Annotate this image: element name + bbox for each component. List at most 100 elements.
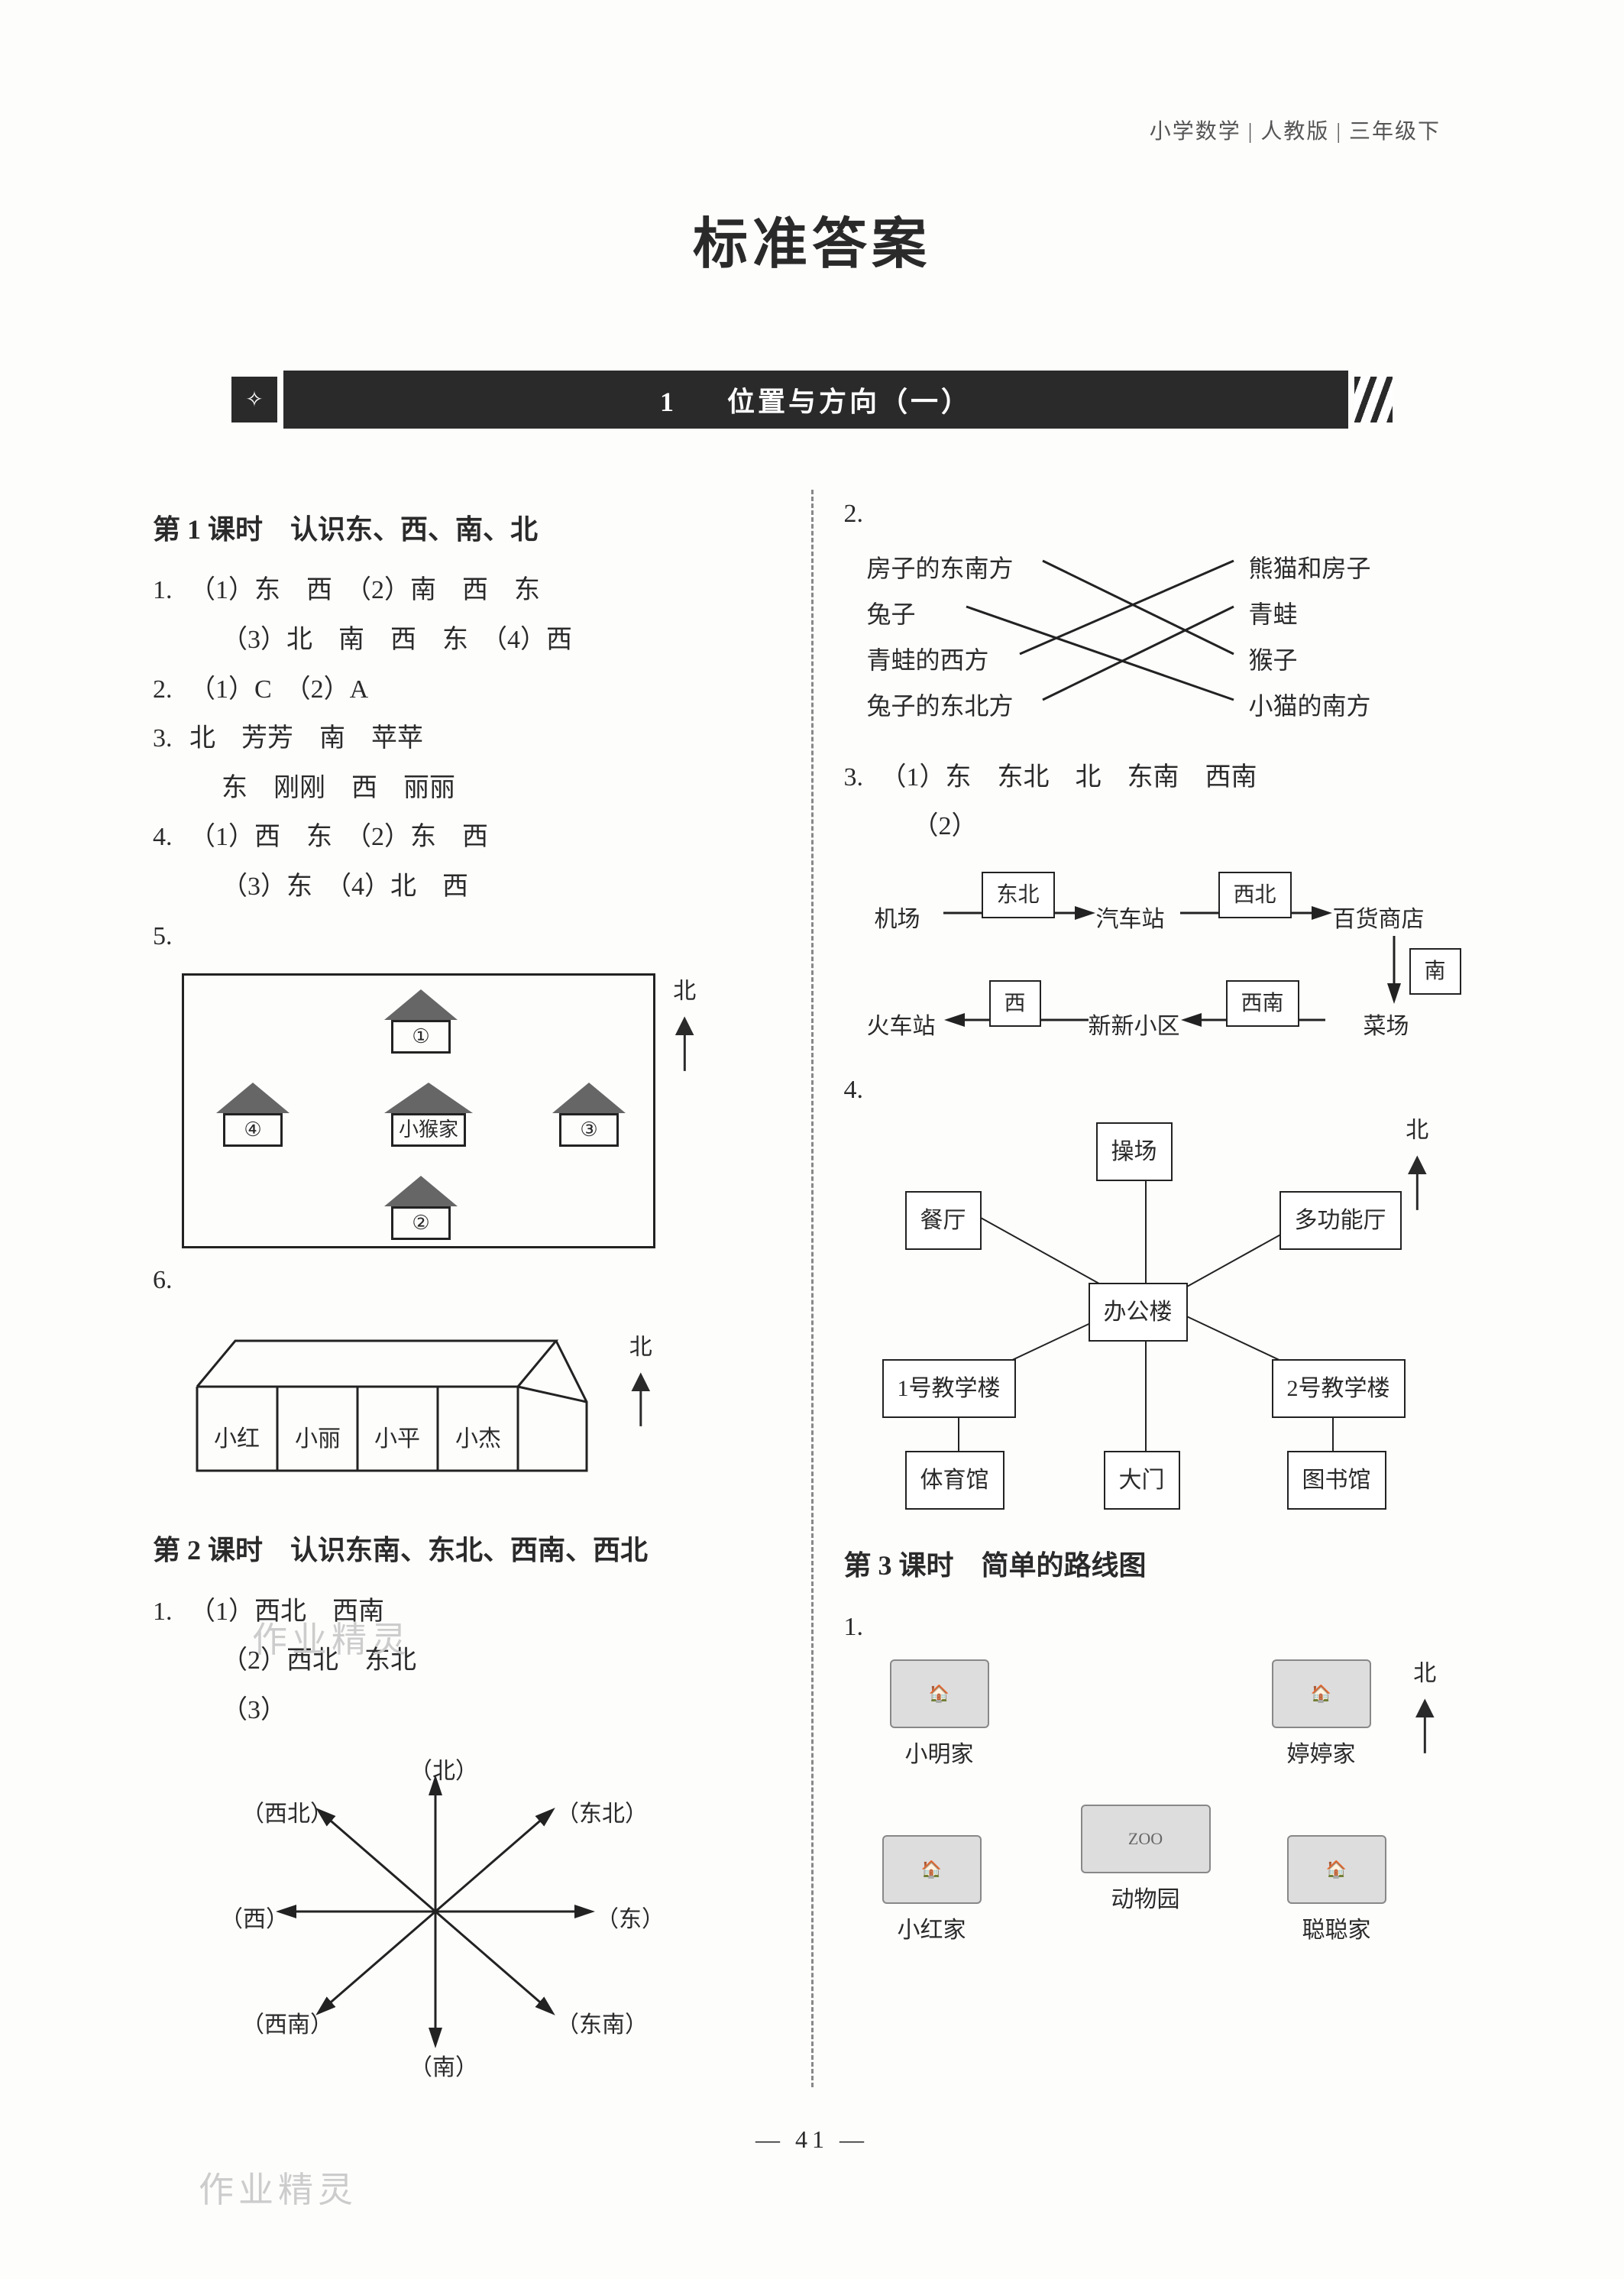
left-column: 第 1 课时 认识东、西、南、北 1.（1）东 西 （2）南 西 东 （3）北 … (153, 490, 781, 2087)
place-hong: 🏠 小红家 (882, 1835, 982, 1952)
house-icon: 🏠 (890, 1659, 989, 1728)
place-label: 聪聪家 (1287, 1908, 1386, 1952)
compass-north-icon: 北 ▲│ (668, 970, 700, 1064)
house-label: ① (391, 1020, 451, 1054)
place-cong: 🏠 聪聪家 (1287, 1835, 1386, 1952)
campus-map-diagram: 北 ▲│ 操场 餐厅 多功 (852, 1115, 1440, 1520)
match-right-2: 猴子 (1249, 637, 1298, 684)
north-label: 北 (625, 1326, 657, 1369)
match-left-2: 青蛙的西方 (867, 637, 989, 684)
watermark-1: 作业精灵 (252, 1612, 411, 1662)
flow-label-3: 南 (1409, 948, 1461, 995)
r-q2: 2. (844, 490, 1472, 539)
place-ming: 🏠 小明家 (890, 1659, 989, 1776)
page: 小学数学 | 人教版 | 三年级下 标准答案 ✧ 1 位置与方向（一） 第 1 … (0, 0, 1624, 2215)
house-4: ④ (215, 1083, 291, 1147)
rose-n: （北） (409, 1750, 478, 1793)
compass-north-icon: 北 ▲│ (625, 1326, 657, 1420)
flow-store: 百货商店 (1333, 898, 1425, 941)
zoo-icon: ZOO (1081, 1805, 1211, 1873)
rose-sw: （西南） (241, 2003, 333, 2047)
q-number: 3. (844, 753, 881, 803)
answer-text: （1）东 西 （2）南 西 东 (189, 576, 540, 604)
l3-q1: 1. (844, 1603, 1472, 1653)
q3-line2: 东 刚刚 西 丽丽 (222, 764, 781, 814)
room-4: 小杰 (455, 1417, 501, 1461)
place-ting: 🏠 婷婷家 (1272, 1659, 1371, 1776)
house-label: 小猴家 (391, 1113, 466, 1147)
box-library: 图书馆 (1287, 1451, 1386, 1510)
flow-label-1: 东北 (982, 872, 1055, 918)
match-right-0: 熊猫和房子 (1249, 545, 1371, 592)
arrow-up-icon: ▲│ (668, 1013, 700, 1064)
q4-line1: 4.（1）西 东 （2）东 西 (153, 813, 781, 863)
place-label: 小红家 (882, 1908, 982, 1952)
room-2: 小丽 (295, 1417, 341, 1461)
place-label: 婷婷家 (1272, 1733, 1371, 1776)
matching-diagram: 房子的东南方 兔子 青蛙的西方 兔子的东北方 熊猫和房子 青蛙 猴子 小猫的南方 (867, 539, 1417, 738)
rose-e: （东） (596, 1898, 665, 1941)
q-number: 6. (153, 1256, 189, 1306)
watermark-2: 作业精灵 (199, 2162, 357, 2213)
house-1: ① (383, 989, 459, 1054)
q-number: 4. (153, 813, 189, 863)
rose-nw: （西北） (241, 1792, 333, 1836)
box-gym: 体育馆 (905, 1451, 1004, 1510)
house-icon: 🏠 (882, 1835, 982, 1904)
header-meta: 小学数学 | 人教版 | 三年级下 (1150, 115, 1441, 145)
houses-diagram: 北 ▲│ ① ④ 小猴家 ③ ② (182, 973, 655, 1248)
r-q3-line1: 3.（1）东 东北 北 东南 西南 (844, 753, 1472, 803)
house-2: ② (383, 1176, 459, 1240)
q-number: 2. (153, 665, 189, 715)
place-label: 小明家 (890, 1733, 989, 1776)
flow-label-2: 西北 (1218, 872, 1292, 918)
chapter-bar: ✧ 1 位置与方向（一） (231, 371, 1393, 429)
q-number: 3. (153, 714, 189, 764)
l2-q1-a: 1.（1）西北 西南 (153, 1588, 781, 1637)
flow-train: 火车站 (867, 1005, 936, 1048)
room-1: 小红 (214, 1417, 260, 1461)
stripes-icon (1354, 377, 1393, 422)
q-number: 1. (153, 566, 189, 616)
answer-text: （1）西 东 （2）东 西 (189, 823, 488, 851)
q3-line1: 3.北 芳芳 南 苹苹 (153, 714, 781, 764)
building-svg (182, 1318, 610, 1494)
q-number: 4. (844, 1066, 881, 1115)
answer-text: 北 芳芳 南 苹苹 (189, 724, 423, 753)
building-diagram: 北 ▲│ 小红 小丽 小平 小杰 (182, 1318, 610, 1511)
l2-q1-c: （3） (222, 1686, 781, 1736)
north-label: 北 (668, 970, 700, 1013)
answer-text: （1）C （2）A (189, 675, 368, 704)
q-number: 1. (153, 1588, 189, 1637)
q2: 2.（1）C （2）A (153, 665, 781, 715)
q4-line2: （3）东 （4）北 西 (222, 863, 781, 912)
r-q4: 4. (844, 1066, 1472, 1115)
lesson2-title: 第 2 课时 认识东南、东北、西南、西北 (153, 1524, 781, 1576)
compass-rose-diagram: （北） （南） （东） （西） （东北） （西北） （东南） （西南） (199, 1736, 672, 2087)
q6: 6. (153, 1256, 781, 1306)
q-number: 1. (844, 1603, 881, 1653)
right-column: 2. 房子的东南方 兔子 青蛙的西方 兔子的东北方 熊猫和房子 青蛙 猴子 (844, 490, 1472, 2087)
chapter-title: 1 位置与方向（一） (283, 371, 1348, 429)
house-label: ② (391, 1206, 451, 1240)
house-3: ③ (551, 1083, 627, 1147)
match-left-0: 房子的东南方 (867, 545, 1014, 592)
box-canteen: 餐厅 (905, 1191, 982, 1250)
q1-line1: 1.（1）东 西 （2）南 西 东 (153, 566, 781, 616)
room-3: 小平 (374, 1417, 420, 1461)
house-center: 小猴家 (383, 1083, 474, 1147)
match-right-3: 小猫的南方 (1249, 683, 1371, 730)
page-number: — 41 — (153, 2125, 1471, 2154)
match-right-1: 青蛙 (1249, 591, 1298, 638)
lightbulb-icon: ✧ (231, 377, 277, 422)
rose-ne: （东北） (556, 1792, 648, 1836)
house-label: ④ (223, 1113, 283, 1147)
north-label: 北 (1409, 1652, 1441, 1695)
q-number: 2. (844, 490, 881, 539)
flow-home: 新新小区 (1089, 1005, 1180, 1048)
flow-market: 菜场 (1364, 1005, 1409, 1048)
column-divider (811, 490, 814, 2087)
house-label: ③ (559, 1113, 619, 1147)
flow-airport: 机场 (875, 898, 920, 941)
house-icon: 🏠 (1287, 1835, 1386, 1904)
